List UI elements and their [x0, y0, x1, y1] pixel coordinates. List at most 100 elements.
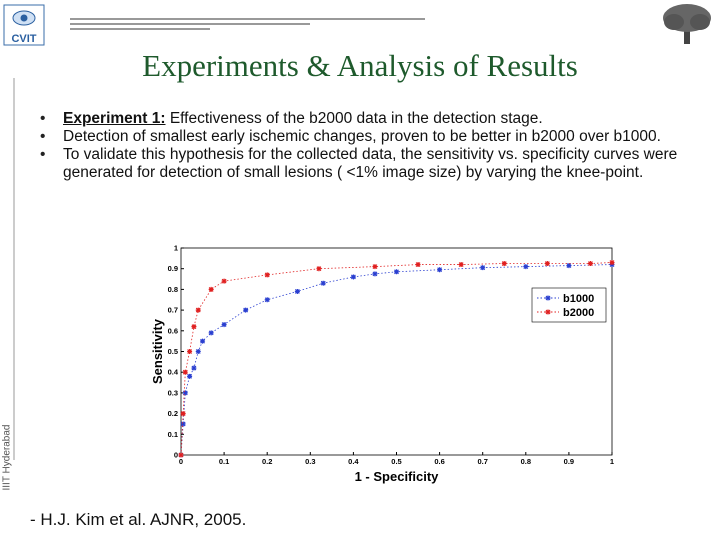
data-point [294, 288, 300, 294]
marker-shape [208, 286, 214, 292]
marker-shape [264, 297, 270, 303]
bullet: To validate this hypothesis for the coll… [40, 146, 700, 182]
x-tick-label: 0.2 [262, 457, 272, 466]
data-point [480, 265, 486, 271]
logo-pupil [20, 14, 28, 22]
y-tick-label: 0 [174, 451, 178, 460]
plot-area [180, 247, 613, 456]
legend-box [531, 287, 607, 323]
marker-shape [243, 307, 249, 313]
marker-shape [178, 452, 184, 458]
data-point [544, 261, 550, 267]
data-point [208, 286, 214, 292]
marker-shape [195, 349, 201, 354]
data-point [587, 261, 593, 267]
bullet-text: To validate this hypothesis for the coll… [63, 146, 678, 181]
data-point [523, 264, 529, 270]
data-point [437, 267, 443, 273]
data-point [609, 259, 615, 265]
legend-label: b2000 [563, 307, 594, 319]
data-point [458, 262, 464, 268]
marker-shape [221, 278, 227, 284]
y-tick-label: 0.1 [168, 430, 178, 439]
marker-shape [182, 390, 188, 396]
bullet-label: Experiment 1: [63, 110, 166, 127]
y-tick-label: 1 [174, 244, 178, 253]
data-point [316, 266, 322, 272]
x-tick-label: 0.7 [477, 457, 487, 466]
data-point [320, 280, 326, 286]
side-text: IIIT Hyderabad [1, 424, 13, 491]
data-point [195, 307, 201, 313]
marker-shape [187, 373, 193, 379]
marker-shape [566, 263, 572, 269]
data-point [264, 297, 270, 303]
marker-shape [195, 307, 201, 313]
legend-marker [545, 295, 551, 301]
x-tick-label: 0.8 [521, 457, 531, 466]
x-tick-label: 0.6 [434, 457, 444, 466]
data-point [182, 369, 188, 375]
data-point [221, 278, 227, 284]
y-tick-label: 0.5 [168, 347, 178, 356]
logo-text: CVIT [11, 33, 36, 45]
data-point [195, 349, 201, 354]
marker-shape [191, 365, 197, 371]
y-axis-label: Sensitivity [150, 318, 165, 384]
data-point [182, 390, 188, 396]
marker-shape [320, 280, 326, 286]
data-point [208, 330, 214, 336]
marker-shape [480, 265, 486, 271]
marker-shape [437, 267, 443, 273]
bullet: Experiment 1: Effectiveness of the b2000… [40, 110, 700, 128]
bullet: Detection of smallest early ischemic cha… [40, 128, 700, 146]
y-tick-label: 0.2 [168, 409, 178, 418]
marker-shape [200, 338, 206, 344]
data-point [200, 338, 206, 344]
marker-shape [523, 264, 529, 270]
marker-shape [182, 369, 188, 375]
data-point [350, 274, 356, 280]
y-tick-label: 0.7 [168, 306, 178, 315]
y-tick-label: 0.9 [168, 264, 178, 273]
marker-shape [609, 259, 615, 265]
data-point [372, 271, 378, 277]
data-point [566, 263, 572, 269]
data-point [264, 272, 270, 278]
marker-shape [501, 261, 507, 267]
data-point [187, 349, 193, 354]
marker-shape [191, 324, 197, 330]
marker-shape [180, 411, 186, 417]
citation: - H.J. Kim et al. AJNR, 2005. [30, 510, 247, 529]
data-point [191, 365, 197, 371]
marker-shape [187, 349, 193, 354]
data-point [187, 373, 193, 379]
marker-shape [544, 261, 550, 267]
marker-shape [545, 309, 551, 315]
y-tick-label: 0.3 [168, 388, 178, 397]
data-point [394, 269, 399, 275]
marker-shape [316, 266, 322, 272]
marker-shape [264, 272, 270, 278]
data-point [415, 262, 421, 268]
x-axis-label: 1 - Specificity [355, 469, 440, 484]
y-tick-label: 0.6 [168, 326, 178, 335]
data-point [178, 452, 184, 458]
bullet-text: Effectiveness of the b2000 data in the d… [165, 110, 543, 127]
slide-title: Experiments & Analysis of Results [142, 48, 578, 83]
data-point [191, 324, 197, 330]
marker-shape [294, 288, 300, 294]
bullet-text: Detection of smallest early ischemic cha… [63, 128, 661, 145]
data-point [372, 264, 378, 270]
marker-shape [545, 295, 551, 301]
y-tick-label: 0.4 [168, 368, 179, 377]
marker-shape [458, 262, 464, 268]
x-tick-label: 0.1 [219, 457, 229, 466]
bullet-list: Experiment 1: Effectiveness of the b2000… [40, 110, 700, 182]
data-point [221, 322, 227, 328]
x-tick-label: 0.5 [391, 457, 401, 466]
chart: 0 0.1 0.2 0.3 0.4 0.5 0.6 0.7 0.8 0.9 1 0 0.1 0.2 0.3 0… [150, 244, 615, 484]
marker-shape [372, 264, 378, 270]
